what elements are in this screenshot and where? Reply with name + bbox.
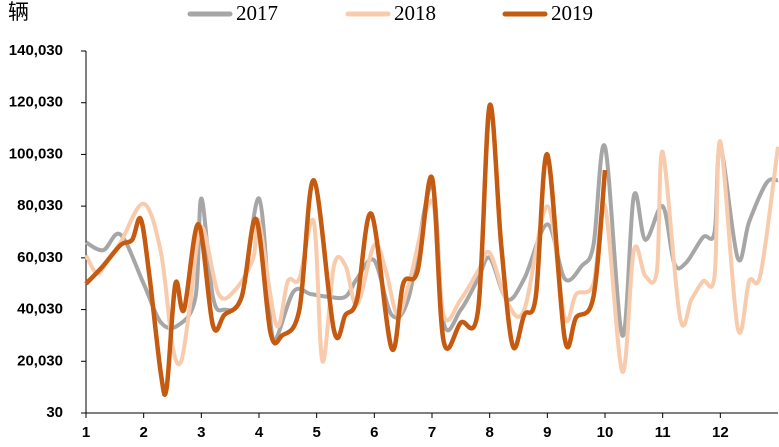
x-tick-label: 6 — [370, 424, 378, 441]
legend-label: 2019 — [551, 1, 593, 25]
y-tick-label: 40,030 — [17, 301, 63, 318]
x-tick-label: 2 — [139, 424, 147, 441]
series-line — [84, 102, 608, 397]
x-tick-label: 12 — [712, 424, 729, 441]
legend-label: 2017 — [236, 1, 278, 25]
y-tick-label: 60,030 — [17, 249, 63, 266]
x-tick-label: 11 — [655, 424, 671, 441]
x-tick-label: 7 — [428, 424, 436, 441]
x-tick-label: 4 — [255, 424, 264, 441]
y-tick-label: 100,030 — [9, 145, 63, 162]
y-tick-label: 30 — [46, 404, 63, 421]
x-tick-label: 5 — [312, 424, 320, 441]
y-tick-label: 80,030 — [17, 197, 63, 214]
y-tick-label: 140,030 — [9, 42, 63, 59]
x-tick-label: 10 — [597, 424, 614, 441]
x-tick-label: 8 — [485, 424, 493, 441]
y-tick-label: 120,030 — [9, 94, 63, 111]
x-tick-label: 1 — [82, 424, 90, 441]
legend-label: 2018 — [394, 1, 436, 25]
y-tick-label: 20,030 — [17, 352, 63, 369]
y-axis-label: 辆 — [8, 0, 29, 24]
x-tick-label: 9 — [543, 424, 551, 441]
x-tick-label: 3 — [197, 424, 205, 441]
